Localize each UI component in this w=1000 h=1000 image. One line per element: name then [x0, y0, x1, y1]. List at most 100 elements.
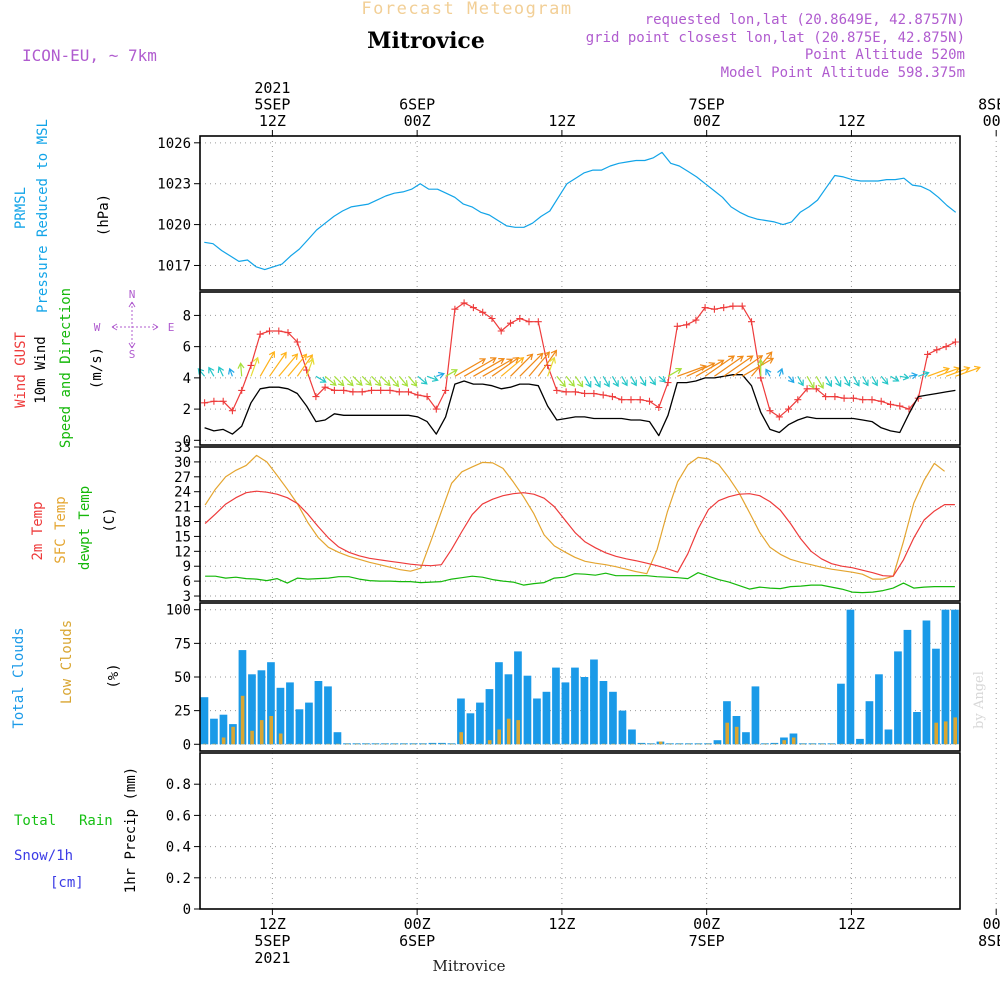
- low-cloud-bar-51: [687, 743, 691, 745]
- gust-point-66: [812, 385, 820, 393]
- gust-point-46: [627, 396, 635, 404]
- gust-point-21: [395, 388, 403, 396]
- wind-arrow-69: [843, 375, 851, 387]
- total-cloud-bar-30: [485, 689, 494, 745]
- low-cloud-bar-2: [221, 737, 226, 745]
- gust-point-72: [868, 396, 876, 404]
- wind-arrow-37: [547, 356, 556, 377]
- total-cloud-bar-75: [913, 712, 921, 745]
- low-cloud-bar-44: [620, 743, 625, 745]
- wind-arrow-6: [259, 350, 275, 377]
- wind-arrow-49: [658, 375, 667, 383]
- total-cloud-bar-37: [552, 667, 560, 745]
- wind-arrow-67: [825, 375, 832, 388]
- low-cloud-bar-7: [269, 716, 273, 745]
- top-time-label-1-1: 00Z: [404, 112, 431, 130]
- gust-point-27: [451, 305, 459, 313]
- wind-arrow-7: [269, 351, 287, 377]
- gust-point-32: [497, 327, 505, 335]
- gust-point-54: [701, 304, 709, 312]
- total-cloud-bar-68: [846, 609, 855, 745]
- wind-unit: (m/s): [89, 347, 105, 389]
- wind-arrow-61: [765, 368, 772, 377]
- total-cloud-bar-41: [590, 659, 598, 745]
- low-cloud-bar-30: [487, 740, 492, 745]
- gust-point-69: [840, 394, 848, 402]
- low-cloud-bar-10: [297, 743, 302, 745]
- wind-arrow-80: [945, 366, 971, 377]
- wind-arrow-23: [417, 375, 428, 385]
- gust-point-75: [896, 402, 904, 410]
- gust-point-39: [562, 388, 570, 396]
- low-cloud-bar-34: [525, 743, 530, 745]
- credit-watermark: by Angel: [972, 671, 987, 729]
- gust-point-53: [692, 316, 700, 324]
- gust-point-65: [803, 385, 811, 393]
- wind-arrow-38: [556, 375, 566, 388]
- compass-rose: N W E S: [94, 288, 175, 361]
- wind-arrow-55: [714, 355, 744, 377]
- low-cloud-bar-66: [829, 743, 834, 745]
- total-cloud-bar-74: [903, 629, 912, 745]
- temperature-ytick-label-10: 33: [174, 440, 191, 456]
- wind-arrow-12: [315, 375, 327, 383]
- total-cloud-bar-27: [457, 698, 465, 745]
- temperature-ytick-label-5: 18: [174, 515, 191, 531]
- wind-arrow-35: [528, 351, 551, 377]
- wind-arrow-34: [519, 352, 544, 377]
- gust-point-19: [377, 386, 385, 394]
- wind-arrow-19: [380, 375, 391, 387]
- temperature-panel-frame: [199, 446, 961, 602]
- wind-speed-line: [204, 374, 956, 437]
- total-cloud-bar-14: [333, 732, 342, 745]
- gust-point-63: [785, 405, 792, 413]
- low-cloud-bar-63: [801, 743, 805, 745]
- wind-arrow-17: [361, 375, 372, 387]
- grid-point-coords: grid point closest lon,lat (20.875E, 42.…: [586, 30, 965, 46]
- wind-arrow-53: [695, 359, 725, 377]
- low-cloud-bar-15: [345, 743, 349, 745]
- compass-arrows: [111, 301, 159, 349]
- top-time-label-3-0: 7SEP: [689, 96, 725, 114]
- gust-point-36: [534, 318, 542, 326]
- total-cloud-bar-54: [713, 740, 722, 745]
- gust-point-5: [247, 361, 255, 369]
- top-time-label-5-0: 8SEP: [978, 96, 1000, 114]
- gust-point-26: [442, 386, 450, 394]
- top-time-label-4-0: 12Z: [838, 112, 865, 130]
- low-cloud-bar-22: [411, 743, 416, 745]
- low-cloud-bar-6: [259, 720, 264, 745]
- low-cloud-bar-9: [288, 743, 292, 745]
- clouds-ytick-label-4: 100: [166, 603, 191, 619]
- wind-arrow-47: [639, 375, 647, 387]
- low-cloud-bar-61: [782, 740, 786, 745]
- low-cloud-bar-0: [202, 743, 207, 745]
- data-marks: [197, 151, 982, 745]
- wind-arrow-27: [454, 358, 487, 377]
- low-cloud-bar-58: [753, 743, 758, 745]
- pressure-panel-frame: [199, 135, 961, 291]
- temperature-ytick-label-3: 12: [174, 544, 191, 560]
- low-cloud-bar-55: [725, 722, 729, 745]
- low-cloud-bar-32: [506, 718, 511, 745]
- wind-arrow-72: [871, 376, 878, 387]
- gust-point-8: [275, 327, 283, 335]
- total-cloud-bar-57: [742, 732, 750, 745]
- wind-arrow-14: [333, 375, 345, 387]
- temperature-ytick-label-7: 24: [174, 485, 191, 501]
- low-cloud-bar-77: [934, 722, 938, 745]
- gust-point-34: [516, 315, 524, 322]
- gust-point-44: [608, 393, 616, 401]
- total-cloud-bar-36: [542, 691, 551, 745]
- gust-point-30: [479, 308, 487, 316]
- low-cloud-bar-74: [905, 743, 910, 745]
- wind-arrow-48: [649, 375, 656, 386]
- wind-arrow-22: [408, 375, 418, 387]
- wind-arrow-15: [343, 375, 354, 387]
- low-cloud-bar-14: [335, 743, 340, 745]
- top-time-label-2-0: 12Z: [548, 112, 575, 130]
- total-cloud-bar-79: [951, 609, 959, 745]
- clouds-panel-frame: [199, 602, 961, 752]
- wind-arrow-71: [862, 376, 869, 387]
- gust-point-33: [507, 319, 514, 327]
